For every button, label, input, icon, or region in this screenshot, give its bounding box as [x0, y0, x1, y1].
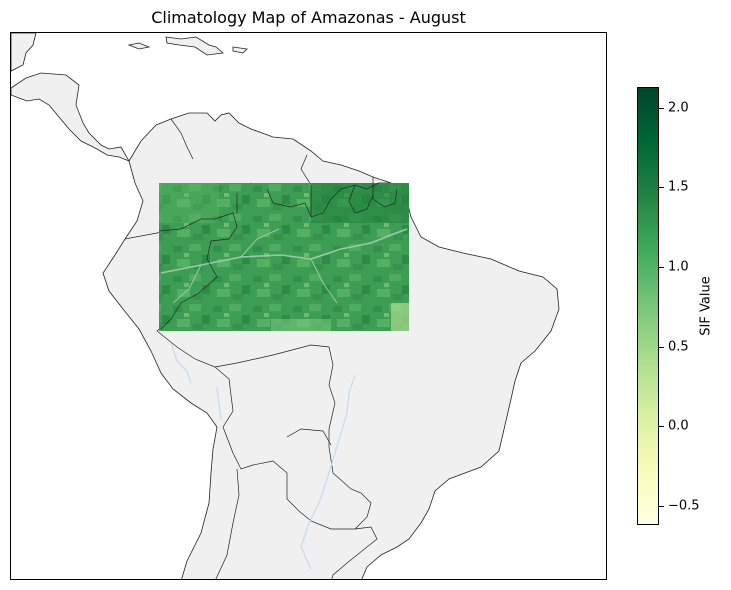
colorbar-tick-label: 0.5: [668, 339, 689, 355]
caribbean-island: [232, 46, 248, 54]
caribbean-island: [127, 42, 151, 50]
colorbar-tick: [659, 187, 664, 189]
map-panel: [10, 32, 607, 580]
colorbar-tick-label: 2.0: [668, 100, 689, 116]
map-title: Climatology Map of Amazonas - August: [151, 8, 466, 27]
colorbar-tick: [659, 426, 664, 428]
central-america-land: [11, 72, 130, 162]
colorbar-tick-label: 0.0: [668, 418, 689, 434]
colorbar-tick: [659, 346, 664, 348]
colorbar-tick-label: 1.0: [668, 259, 689, 275]
colorbar-tick: [659, 266, 664, 268]
colorbar-tick-label: 1.5: [668, 179, 689, 195]
rivers: [170, 342, 356, 570]
colorbar-tick: [659, 505, 664, 507]
sif-raster: [158, 182, 409, 331]
central-america-land: [11, 33, 37, 72]
colorbar-label: SIF Value: [698, 276, 714, 336]
colorbar-tick: [659, 107, 664, 109]
colorbar-gradient: [638, 88, 658, 524]
caribbean-island: [165, 36, 224, 56]
colorbar: [637, 87, 659, 525]
colorbar-tick-label: −0.5: [668, 498, 700, 514]
map-canvas: [11, 33, 560, 579]
